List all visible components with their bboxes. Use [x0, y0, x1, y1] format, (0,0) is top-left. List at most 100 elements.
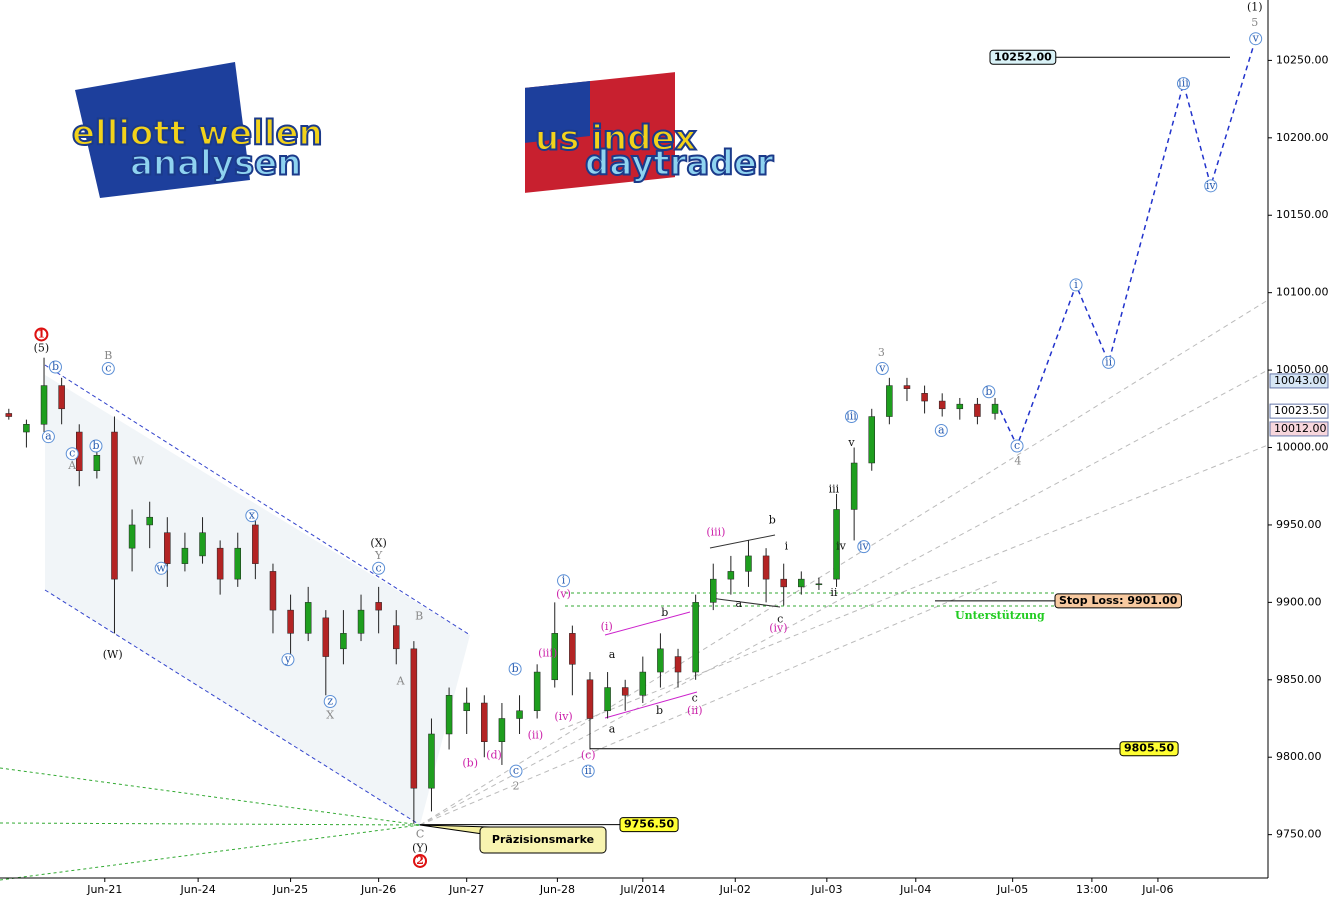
wave-circle	[982, 385, 996, 399]
wave-circle	[65, 447, 79, 461]
x-tick-label: Jun-26	[360, 883, 396, 896]
candle-body	[586, 679, 594, 719]
level-box	[1054, 593, 1182, 609]
fan-lines	[0, 592, 1055, 881]
x-tick-label: Jun-25	[272, 883, 308, 896]
wave-label: (c)	[581, 749, 596, 762]
level-tag: 9756.50	[619, 817, 679, 833]
wave-label: A	[67, 459, 77, 472]
support-label: Unterstützung	[955, 609, 1045, 622]
wave-circle	[875, 362, 889, 376]
candle-body	[551, 633, 558, 681]
wave-label: B	[415, 609, 423, 622]
price-tag	[1269, 421, 1329, 437]
wave-label: (d)	[486, 749, 502, 762]
level-box	[1119, 741, 1179, 757]
level-label: 9805.50	[1124, 742, 1174, 755]
logo-text: daytrader	[585, 144, 774, 184]
candle-body	[938, 400, 946, 410]
candle-body	[463, 702, 470, 712]
wave-label: C	[416, 828, 424, 841]
wave-circle	[934, 423, 948, 437]
wave-circle	[1176, 77, 1190, 91]
wave-label: b	[769, 513, 776, 526]
wave-label: (iv)	[769, 622, 787, 635]
wave-label: ii	[1105, 355, 1113, 368]
wave-label: y	[284, 653, 292, 666]
y-tick-label: 10100.00	[1276, 286, 1329, 299]
x-tick-label: Jul-03	[810, 883, 842, 896]
candle-body	[481, 702, 488, 742]
price-tag-label: 10012.00	[1274, 422, 1327, 435]
candle-body	[516, 710, 523, 719]
candle-body	[287, 609, 294, 634]
candle-body	[727, 571, 735, 580]
wave-label: iv	[836, 540, 847, 553]
wave-label: iii	[829, 482, 840, 495]
wave-label: a	[609, 722, 616, 735]
wave-label: v	[878, 362, 886, 375]
wave-label: i	[785, 540, 789, 553]
wave-label: c	[692, 691, 698, 704]
candle-body	[322, 617, 330, 657]
wave-circle	[89, 439, 103, 453]
wave-label: v	[1252, 32, 1260, 45]
callout-label: Präzisionsmarke	[492, 833, 594, 846]
wave-circle	[509, 764, 523, 778]
y-tick-label: 9750.00	[1276, 828, 1322, 841]
wave-label: a	[609, 648, 616, 661]
price-tag-label: 10023.50	[1274, 404, 1327, 417]
candle-body	[23, 424, 30, 433]
level-label: 10252.00	[994, 50, 1052, 63]
wave-circle	[323, 694, 337, 708]
x-tick-label: Jun-27	[448, 883, 484, 896]
wave-label: (iii)	[706, 526, 725, 539]
candle-body	[40, 385, 48, 425]
wave-label: (ii)	[528, 729, 544, 742]
candle-body	[868, 416, 875, 464]
wave-label: ii	[830, 586, 838, 599]
wave-label: c	[105, 362, 111, 375]
channel	[44, 364, 471, 826]
level-label: Stop Loss: 9901.00	[1059, 594, 1178, 607]
wave-circle	[281, 653, 295, 667]
candle-body	[93, 455, 101, 471]
candle-body	[886, 385, 893, 417]
wave-label: c	[513, 764, 519, 777]
wave-label: i	[1074, 278, 1078, 291]
wave-label: b	[985, 385, 992, 398]
y-tick-label: 10150.00	[1276, 208, 1329, 221]
wave-label: X	[326, 708, 334, 721]
candle-body	[798, 578, 805, 588]
wave-label: b	[661, 606, 668, 619]
wave-label: 5	[1251, 16, 1258, 29]
candle-body	[850, 462, 858, 510]
wave-label: 1	[38, 327, 46, 340]
wave-label: b	[92, 439, 99, 452]
wave-label: (W)	[103, 648, 123, 661]
candle-body	[710, 578, 717, 603]
wave-circle	[857, 540, 871, 554]
wave-label: iii	[1178, 77, 1189, 90]
candle-body	[393, 625, 400, 650]
wave-label: b	[52, 360, 59, 373]
wave-circle	[101, 362, 115, 376]
wave-label: (1)	[1247, 1, 1263, 14]
wave-label: x	[249, 509, 256, 522]
y-tick-label: 9800.00	[1276, 750, 1322, 763]
logo-text: elliott wellen	[72, 114, 323, 154]
wave-circle	[844, 410, 858, 424]
wave-label: B	[104, 349, 112, 362]
wave-label: z	[327, 694, 333, 707]
wave-circle	[48, 360, 62, 374]
x-tick-label: Jul/2014	[619, 883, 665, 896]
wave-label: (iv)	[554, 710, 572, 723]
candle-body	[604, 687, 611, 712]
wave-label: ii	[585, 764, 593, 777]
logo-text: analysen	[130, 144, 301, 184]
level-box	[619, 817, 679, 833]
wave-label: a	[736, 597, 743, 610]
level-tag: 9805.50	[1119, 741, 1179, 757]
candle-body	[410, 648, 418, 789]
